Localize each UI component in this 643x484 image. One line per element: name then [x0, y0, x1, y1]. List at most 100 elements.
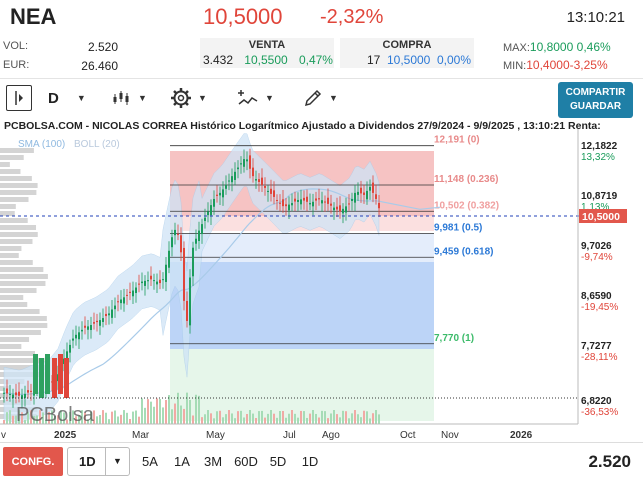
candle-body [75, 334, 77, 339]
candle-body [177, 234, 179, 236]
fib-label: 9,981 (0.5) [434, 223, 482, 234]
candle-body [102, 318, 104, 322]
volume-bar [378, 414, 380, 424]
candle-body [159, 279, 161, 284]
min-pct: -3,25% [569, 58, 608, 72]
bottom-bar [0, 442, 643, 484]
interval-select[interactable]: 1D ▼ [67, 447, 130, 476]
candle-body [78, 332, 80, 340]
volume-bar [42, 412, 44, 424]
volume-bar [357, 414, 359, 424]
candle-body [117, 301, 119, 303]
range-1d-button[interactable]: 1D [301, 454, 319, 469]
candle-body [357, 191, 359, 195]
venta-row: 3.432 10,5500 0,47% [203, 53, 333, 67]
volume-profile-bar [0, 253, 19, 258]
volume-profile-bar [0, 204, 16, 209]
candle-body [204, 217, 206, 221]
candle-body [21, 395, 23, 399]
price-chart[interactable]: 12,191 (0) 11,148 (0.236) 10,502 (0.382) 9,… [0, 118, 643, 442]
candles [3, 148, 380, 409]
eur-value: 26.460 [81, 59, 118, 73]
last-price: 10,5000 [203, 4, 283, 29]
chevron-down-icon: ▼ [113, 456, 122, 466]
candle-body [213, 198, 215, 207]
candle-body [360, 187, 362, 194]
highlight-candle [45, 354, 50, 394]
candle-body [84, 325, 86, 328]
volume-profile-bar [0, 295, 24, 300]
volume-bar [369, 418, 371, 424]
candle-body [288, 204, 290, 211]
volume-bar [237, 411, 239, 424]
current-price-tag-label: 10,5000 [582, 211, 620, 223]
volume-bar [177, 392, 179, 424]
candle-body [6, 388, 8, 394]
volume-bar [267, 413, 269, 424]
volume-profile-bar [0, 358, 45, 363]
volume-bar [81, 410, 83, 424]
y-tick-label: 10,8719 [581, 191, 618, 202]
compra-box [340, 38, 474, 68]
config-button[interactable]: CONFG. [3, 447, 63, 476]
pcbolsa-watermark: PCBolsa [16, 404, 95, 426]
candle-body [252, 167, 254, 177]
x-tick-label: 2026 [510, 430, 533, 441]
chevron-down-icon: ▼ [329, 93, 338, 103]
x-tick-label: May [206, 430, 225, 441]
volume-bar [87, 419, 89, 424]
max-label: MAX: [503, 42, 530, 54]
candle-body [375, 194, 377, 199]
period-selector[interactable]: D ▼ [48, 87, 86, 109]
range-1a-button[interactable]: 1A [174, 454, 190, 469]
settings-selector[interactable]: ▼ [170, 86, 207, 110]
sidebar-toggle-button[interactable] [6, 85, 32, 111]
drawing-tools-selector[interactable]: ▼ [303, 87, 338, 109]
x-tick-label: Oct [400, 430, 416, 441]
volume-bar [228, 410, 230, 424]
x-tick-label: 2025 [54, 430, 77, 441]
volume-bar [222, 417, 224, 424]
candle-body [153, 280, 155, 282]
fib-label: 11,148 (0.236) [434, 174, 499, 185]
volume-profile-bar [0, 337, 30, 342]
share-save-button[interactable]: COMPARTIR GUARDAR [558, 82, 633, 118]
chart-type-selector[interactable]: ▼ [112, 87, 147, 109]
candle-body [369, 186, 371, 191]
volume-profile-bar [0, 309, 40, 314]
volume-bar [204, 414, 206, 424]
volume-bar [183, 408, 185, 424]
candle-body [99, 320, 101, 326]
ticker-symbol: NEA [10, 4, 57, 29]
volume-bar [48, 411, 50, 424]
range-3m-button[interactable]: 3M [203, 454, 223, 469]
volume-profile-bar [0, 330, 41, 335]
volume-bar [45, 419, 47, 424]
candle-body [309, 203, 311, 205]
y-tick-percent: -36,53% [581, 407, 618, 418]
candle-body [126, 294, 128, 296]
indicators-selector[interactable]: ▼ [237, 87, 274, 109]
chevron-down-icon: ▼ [76, 93, 86, 103]
volume-bar [108, 419, 110, 424]
range-5d-button[interactable]: 5D [269, 454, 287, 469]
range-5a-button[interactable]: 5A [142, 454, 158, 469]
volume-value: 2.520 [87, 40, 118, 54]
candle-body [261, 177, 263, 185]
volume-bar [30, 410, 32, 424]
candle-body [372, 182, 374, 193]
candle-body [243, 159, 245, 167]
range-60d-button[interactable]: 60D [234, 454, 258, 469]
volume-bar [303, 411, 305, 424]
volume-bar [126, 412, 128, 424]
volume-profile-bar [0, 274, 48, 279]
sidebar-toggle-icon [15, 91, 23, 105]
volume-bar [309, 413, 311, 424]
candle-body [219, 192, 221, 196]
candle-body [138, 283, 140, 285]
volume-bar [306, 417, 308, 424]
candle-body [321, 200, 323, 204]
volume-bar [312, 410, 314, 424]
y-tick-label: 6,8220 [581, 396, 612, 407]
volume-bar [216, 411, 218, 424]
